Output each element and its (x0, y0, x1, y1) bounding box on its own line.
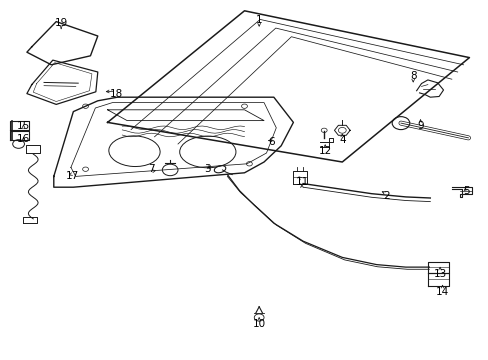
Text: 13: 13 (432, 269, 446, 279)
Text: 10: 10 (252, 319, 265, 329)
Text: 5: 5 (463, 186, 469, 196)
Text: 12: 12 (318, 146, 331, 156)
Text: 11: 11 (295, 177, 308, 187)
Text: 3: 3 (204, 164, 211, 174)
Text: 9: 9 (416, 121, 423, 131)
Text: 7: 7 (148, 164, 155, 174)
Text: 15: 15 (17, 121, 30, 131)
Text: 2: 2 (382, 191, 389, 201)
Text: 18: 18 (109, 89, 123, 99)
Text: 4: 4 (338, 135, 345, 145)
Text: 1: 1 (255, 15, 262, 25)
Text: 8: 8 (409, 71, 416, 81)
Text: 17: 17 (65, 171, 79, 181)
Text: 6: 6 (267, 137, 274, 147)
Text: 16: 16 (17, 134, 30, 144)
Text: 14: 14 (435, 287, 448, 297)
Text: 19: 19 (54, 18, 68, 28)
